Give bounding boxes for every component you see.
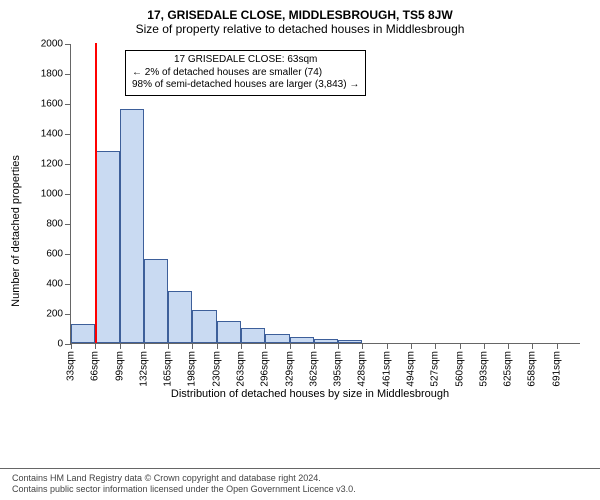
histogram-bar xyxy=(144,259,168,343)
y-tick xyxy=(65,314,71,315)
x-tick xyxy=(532,343,533,349)
annotation-line1: 17 GRISEDALE CLOSE: 63sqm xyxy=(132,54,359,67)
histogram-bar xyxy=(338,340,362,343)
y-tick xyxy=(65,104,71,105)
histogram-bar xyxy=(120,109,144,343)
annotation-box: 17 GRISEDALE CLOSE: 63sqm ← 2% of detach… xyxy=(125,50,366,96)
footer: Contains HM Land Registry data © Crown c… xyxy=(0,468,600,498)
reference-line xyxy=(95,43,97,343)
x-tick-label: 691sqm xyxy=(551,351,562,387)
histogram-bar xyxy=(290,337,314,343)
x-axis-label: Distribution of detached houses by size … xyxy=(30,388,590,400)
x-tick-label: 99sqm xyxy=(114,351,125,381)
footer-line1: Contains HM Land Registry data © Crown c… xyxy=(12,473,588,485)
x-tick-label: 198sqm xyxy=(187,351,198,387)
x-tick xyxy=(484,343,485,349)
x-tick-label: 296sqm xyxy=(260,351,271,387)
x-tick-label: 362sqm xyxy=(308,351,319,387)
x-tick xyxy=(168,343,169,349)
x-tick-label: 625sqm xyxy=(503,351,514,387)
x-tick xyxy=(557,343,558,349)
y-tick xyxy=(65,194,71,195)
x-tick xyxy=(265,343,266,349)
x-tick-label: 428sqm xyxy=(357,351,368,387)
x-tick xyxy=(290,343,291,349)
x-tick xyxy=(241,343,242,349)
x-tick-label: 66sqm xyxy=(90,351,101,381)
chart-title-address: 17, GRISEDALE CLOSE, MIDDLESBROUGH, TS5 … xyxy=(10,8,590,22)
chart-container: 17, GRISEDALE CLOSE, MIDDLESBROUGH, TS5 … xyxy=(0,0,600,500)
x-tick xyxy=(192,343,193,349)
x-tick-label: 165sqm xyxy=(163,351,174,387)
y-axis-label: Number of detached properties xyxy=(10,155,22,307)
chart-area: Number of detached properties 0200400600… xyxy=(30,40,590,410)
x-tick-label: 560sqm xyxy=(454,351,465,387)
x-tick-label: 230sqm xyxy=(211,351,222,387)
y-tick xyxy=(65,254,71,255)
x-tick-label: 33sqm xyxy=(66,351,77,381)
annotation-line2: ← 2% of detached houses are smaller (74) xyxy=(132,67,359,80)
y-tick-label: 1800 xyxy=(41,69,63,80)
y-tick xyxy=(65,284,71,285)
chart-subtitle: Size of property relative to detached ho… xyxy=(10,22,590,36)
y-tick-label: 800 xyxy=(46,219,63,230)
x-tick xyxy=(95,343,96,349)
x-tick-label: 527sqm xyxy=(430,351,441,387)
y-tick-label: 400 xyxy=(46,279,63,290)
y-tick xyxy=(65,134,71,135)
x-tick xyxy=(435,343,436,349)
x-tick xyxy=(387,343,388,349)
x-tick xyxy=(411,343,412,349)
y-tick-label: 1400 xyxy=(41,129,63,140)
y-tick-label: 200 xyxy=(46,309,63,320)
x-tick xyxy=(71,343,72,349)
annotation-line3: 98% of semi-detached houses are larger (… xyxy=(132,79,359,92)
y-tick-label: 1600 xyxy=(41,99,63,110)
x-tick xyxy=(217,343,218,349)
x-tick xyxy=(144,343,145,349)
histogram-bar xyxy=(241,328,265,343)
x-tick xyxy=(362,343,363,349)
histogram-bar xyxy=(265,334,289,343)
x-tick-label: 132sqm xyxy=(138,351,149,387)
x-tick-label: 461sqm xyxy=(381,351,392,387)
histogram-bar xyxy=(192,310,216,343)
x-tick-label: 395sqm xyxy=(333,351,344,387)
x-tick xyxy=(120,343,121,349)
y-tick-label: 600 xyxy=(46,249,63,260)
x-tick-label: 494sqm xyxy=(406,351,417,387)
x-tick-label: 658sqm xyxy=(527,351,538,387)
x-tick-label: 263sqm xyxy=(236,351,247,387)
y-tick-label: 2000 xyxy=(41,39,63,50)
y-tick xyxy=(65,164,71,165)
y-tick xyxy=(65,74,71,75)
footer-line2: Contains public sector information licen… xyxy=(12,484,588,496)
histogram-bar xyxy=(217,321,241,344)
histogram-bar xyxy=(71,324,95,344)
histogram-bar xyxy=(168,291,192,344)
histogram-bar xyxy=(95,151,119,343)
x-tick xyxy=(460,343,461,349)
x-tick xyxy=(314,343,315,349)
x-tick-label: 593sqm xyxy=(478,351,489,387)
y-tick xyxy=(65,224,71,225)
plot-region: 020040060080010001200140016001800200033s… xyxy=(70,44,580,344)
x-tick xyxy=(508,343,509,349)
y-tick-label: 0 xyxy=(57,339,63,350)
histogram-bar xyxy=(314,339,338,344)
y-tick xyxy=(65,44,71,45)
y-tick-label: 1200 xyxy=(41,159,63,170)
x-tick xyxy=(338,343,339,349)
y-tick-label: 1000 xyxy=(41,189,63,200)
x-tick-label: 329sqm xyxy=(284,351,295,387)
